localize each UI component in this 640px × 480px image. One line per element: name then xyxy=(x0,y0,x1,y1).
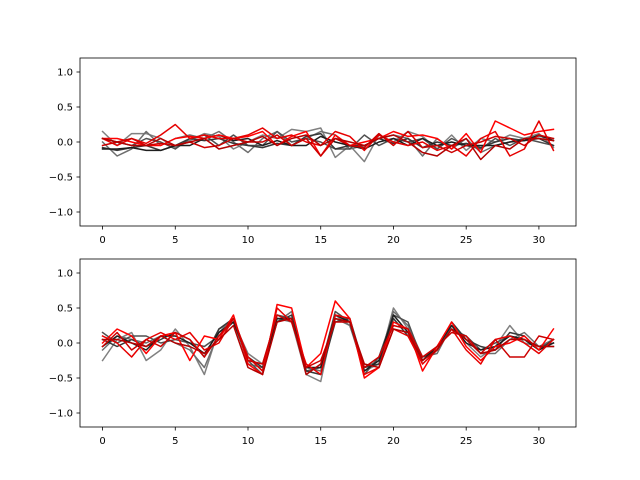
y-tick-label: 0.0 xyxy=(57,138,73,149)
series-group xyxy=(101,300,555,383)
series-line-6 xyxy=(101,300,555,379)
x-tick-label: 15 xyxy=(314,436,327,447)
y-tick-label: 0.5 xyxy=(57,103,73,114)
x-tick-label: 10 xyxy=(242,235,255,246)
x-tick-label: 25 xyxy=(460,235,473,246)
y-tick-label: −0.5 xyxy=(49,374,73,385)
x-tick-label: 0 xyxy=(99,436,105,447)
y-tick-label: 0.5 xyxy=(57,304,73,315)
x-tick-label: 30 xyxy=(533,436,546,447)
x-tick-label: 5 xyxy=(172,235,178,246)
x-tick-label: 10 xyxy=(242,436,255,447)
series-group xyxy=(101,120,555,163)
top-line-chart-panel: 0 5 10 15 20 25 30 −1.0 −0.5 0.0 0.5 1.0 xyxy=(49,57,577,246)
x-tick-label: 15 xyxy=(314,235,327,246)
y-tick-label: −1.0 xyxy=(49,208,73,219)
y-tick-label: −0.5 xyxy=(49,173,73,184)
y-tick-label: −1.0 xyxy=(49,409,73,420)
x-tick-label: 0 xyxy=(99,235,105,246)
x-tick-label: 5 xyxy=(172,436,178,447)
x-tick-label: 25 xyxy=(460,436,473,447)
series-line-9 xyxy=(101,134,555,161)
y-tick-label: 0.0 xyxy=(57,339,73,350)
y-tick-label: 1.0 xyxy=(57,68,73,79)
x-tick-label: 20 xyxy=(387,436,400,447)
y-tick-label: 1.0 xyxy=(57,269,73,280)
x-tick-label: 20 xyxy=(387,235,400,246)
series-line-7 xyxy=(101,307,555,376)
x-tick-label: 30 xyxy=(533,235,546,246)
series-line-7 xyxy=(101,120,555,157)
bottom-line-chart-panel: 0 5 10 15 20 25 30 −1.0 −0.5 0.0 0.5 1.0 xyxy=(49,258,577,447)
series-line-6 xyxy=(101,120,555,157)
series-line-9 xyxy=(101,317,555,376)
